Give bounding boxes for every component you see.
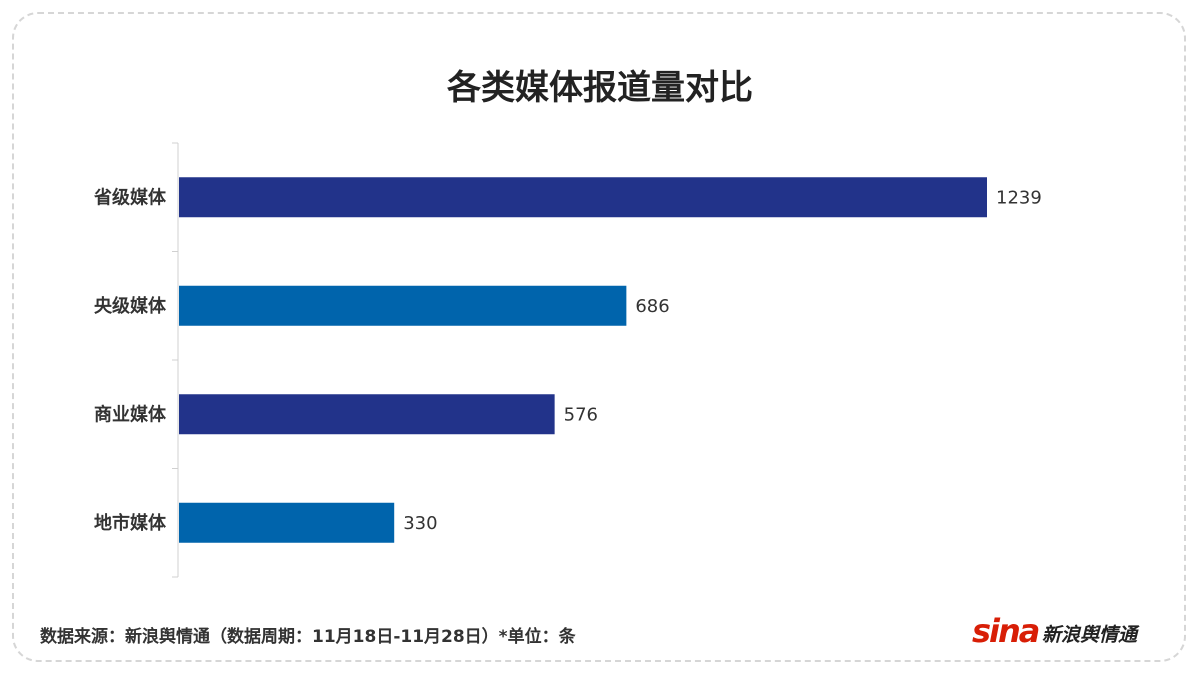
value-label: 686 <box>635 296 669 317</box>
category-label: 商业媒体 <box>94 403 167 425</box>
chart-title: 各类媒体报道量对比 <box>447 68 753 108</box>
sina-wordmark: sina <box>972 612 1040 650</box>
bar <box>179 177 987 218</box>
bar <box>179 394 555 435</box>
value-label: 1239 <box>996 187 1042 208</box>
chart-card <box>12 12 1186 662</box>
bar <box>179 502 395 543</box>
category-label: 省级媒体 <box>93 186 167 208</box>
value-label: 576 <box>564 404 598 425</box>
bar <box>179 285 627 326</box>
data-source-note: 数据来源：新浪舆情通（数据周期：11月18日-11月28日）*单位：条 <box>40 627 576 647</box>
value-label: 330 <box>403 513 437 534</box>
category-label: 央级媒体 <box>94 295 167 317</box>
sina-logo: sina 新浪舆情通 <box>972 600 1162 650</box>
logo-text: 新浪舆情通 <box>1042 624 1138 646</box>
category-label: 地市媒体 <box>94 512 167 534</box>
